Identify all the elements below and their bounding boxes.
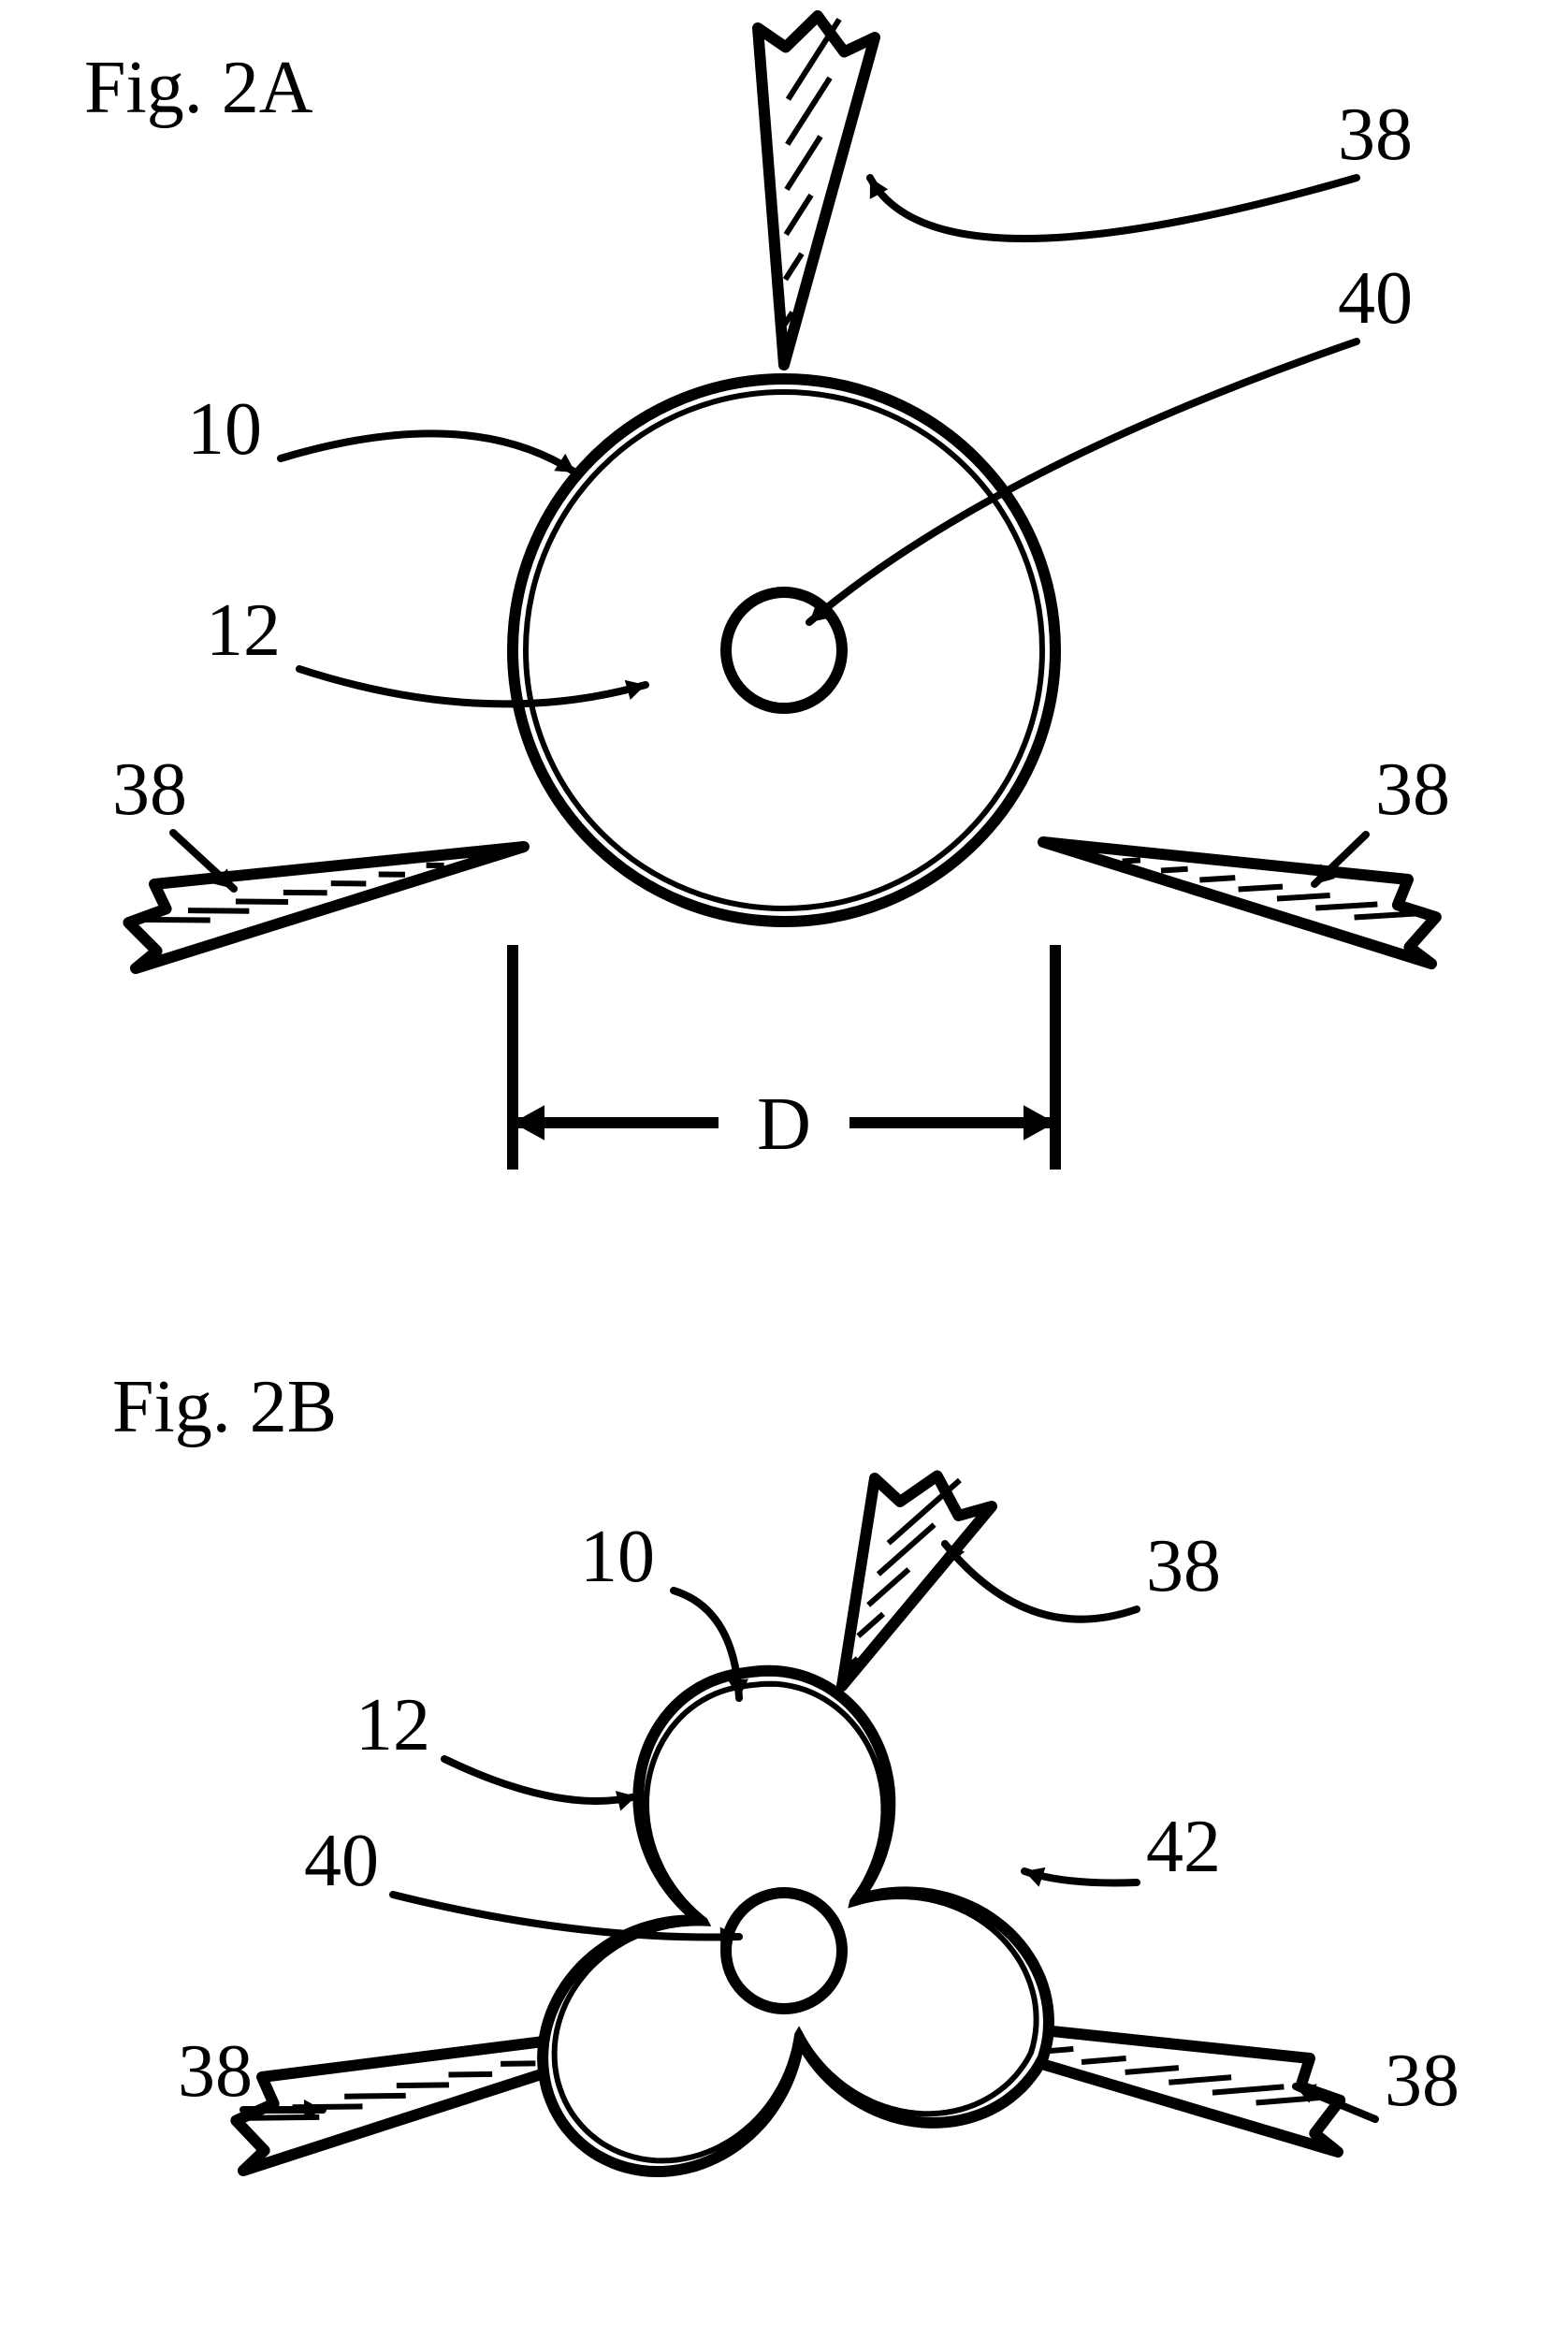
patent-figure-canvas: D384010123838Fig. 2A10381240423838Fig. 2… (0, 0, 1568, 2325)
reference-numeral: 10 (187, 388, 262, 471)
figure-title: Fig. 2B (112, 1366, 337, 1448)
reference-numeral: 38 (1338, 94, 1413, 176)
figure-2b: 10 38 12 40 42 38 38 Fig. 2B (112, 1366, 1459, 2172)
reference-numeral: 38 (1375, 748, 1450, 831)
reference-numeral: 10 (580, 1516, 655, 1598)
reference-numeral: 38 (1385, 2040, 1459, 2122)
reference-numeral: 40 (1338, 257, 1413, 340)
dimension-label: D (757, 1083, 811, 1166)
reference-numeral: 40 (304, 1820, 379, 1902)
trilobe-outer-wall (543, 1671, 1049, 2172)
reference-numeral: 38 (112, 748, 187, 831)
reference-numeral: 12 (356, 1684, 430, 1766)
reference-numeral: 12 (206, 589, 281, 672)
reference-numeral: 42 (1146, 1806, 1221, 1888)
preform-outer-wall (513, 379, 1055, 922)
reference-numeral: 38 (1146, 1525, 1221, 1607)
figure-title: Fig. 2A (84, 47, 313, 129)
reference-numeral: 38 (178, 2030, 253, 2113)
